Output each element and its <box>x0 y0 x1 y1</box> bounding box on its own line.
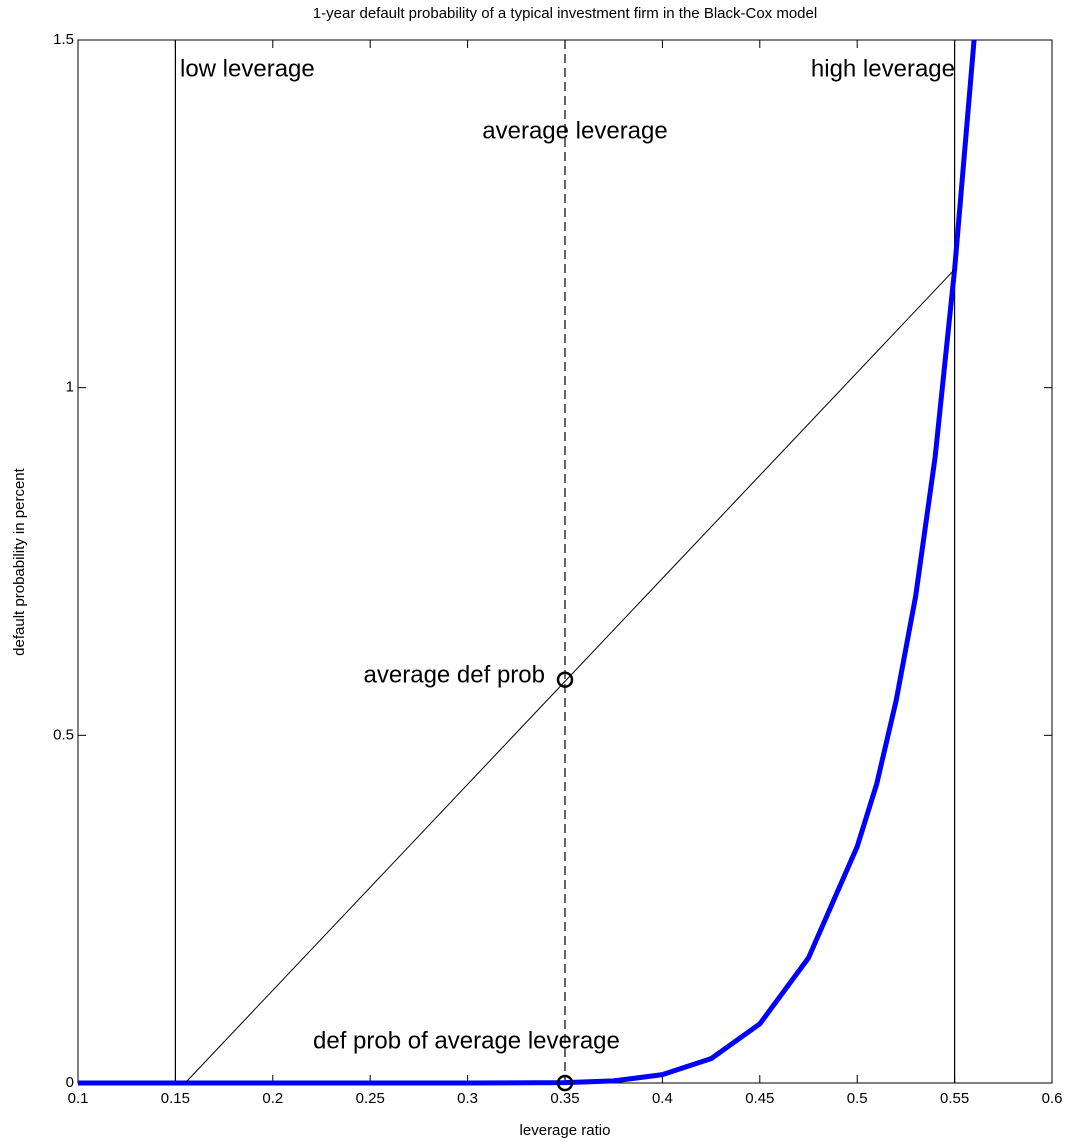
y-tick-label: 0.5 <box>53 726 74 743</box>
annotation: def prob of average leverage <box>313 1027 620 1054</box>
annotation: average leverage <box>482 117 667 144</box>
y-tick-label: 1.5 <box>53 31 74 48</box>
x-tick-label: 0.15 <box>161 1090 190 1107</box>
y-axis-label: default probability in percent <box>11 467 28 655</box>
x-tick-label: 0.55 <box>940 1090 969 1107</box>
x-tick-label: 0.35 <box>550 1090 579 1107</box>
x-tick-label: 0.25 <box>356 1090 385 1107</box>
x-tick-label: 0.4 <box>652 1090 673 1107</box>
marker <box>556 671 574 688</box>
chart-title: 1-year default probability of a typical … <box>313 5 817 22</box>
marker <box>556 1074 574 1092</box>
x-tick-label: 0.2 <box>262 1090 283 1107</box>
y-tick-label: 0 <box>66 1074 74 1091</box>
line <box>78 39 977 1086</box>
x-tick-label: 0.1 <box>68 1090 89 1107</box>
x-axis-label: leverage ratio <box>520 1122 611 1139</box>
annotation: average def prob <box>364 661 545 688</box>
annotation: high leverage <box>811 55 955 82</box>
x-tick-label: 0.45 <box>745 1090 774 1107</box>
y-tick-label: 1 <box>66 379 74 396</box>
x-tick-label: 0.5 <box>847 1090 868 1107</box>
x-tick-label: 0.3 <box>457 1090 478 1107</box>
x-tick-label: 0.6 <box>1042 1090 1063 1107</box>
annotation: low leverage <box>180 55 315 82</box>
